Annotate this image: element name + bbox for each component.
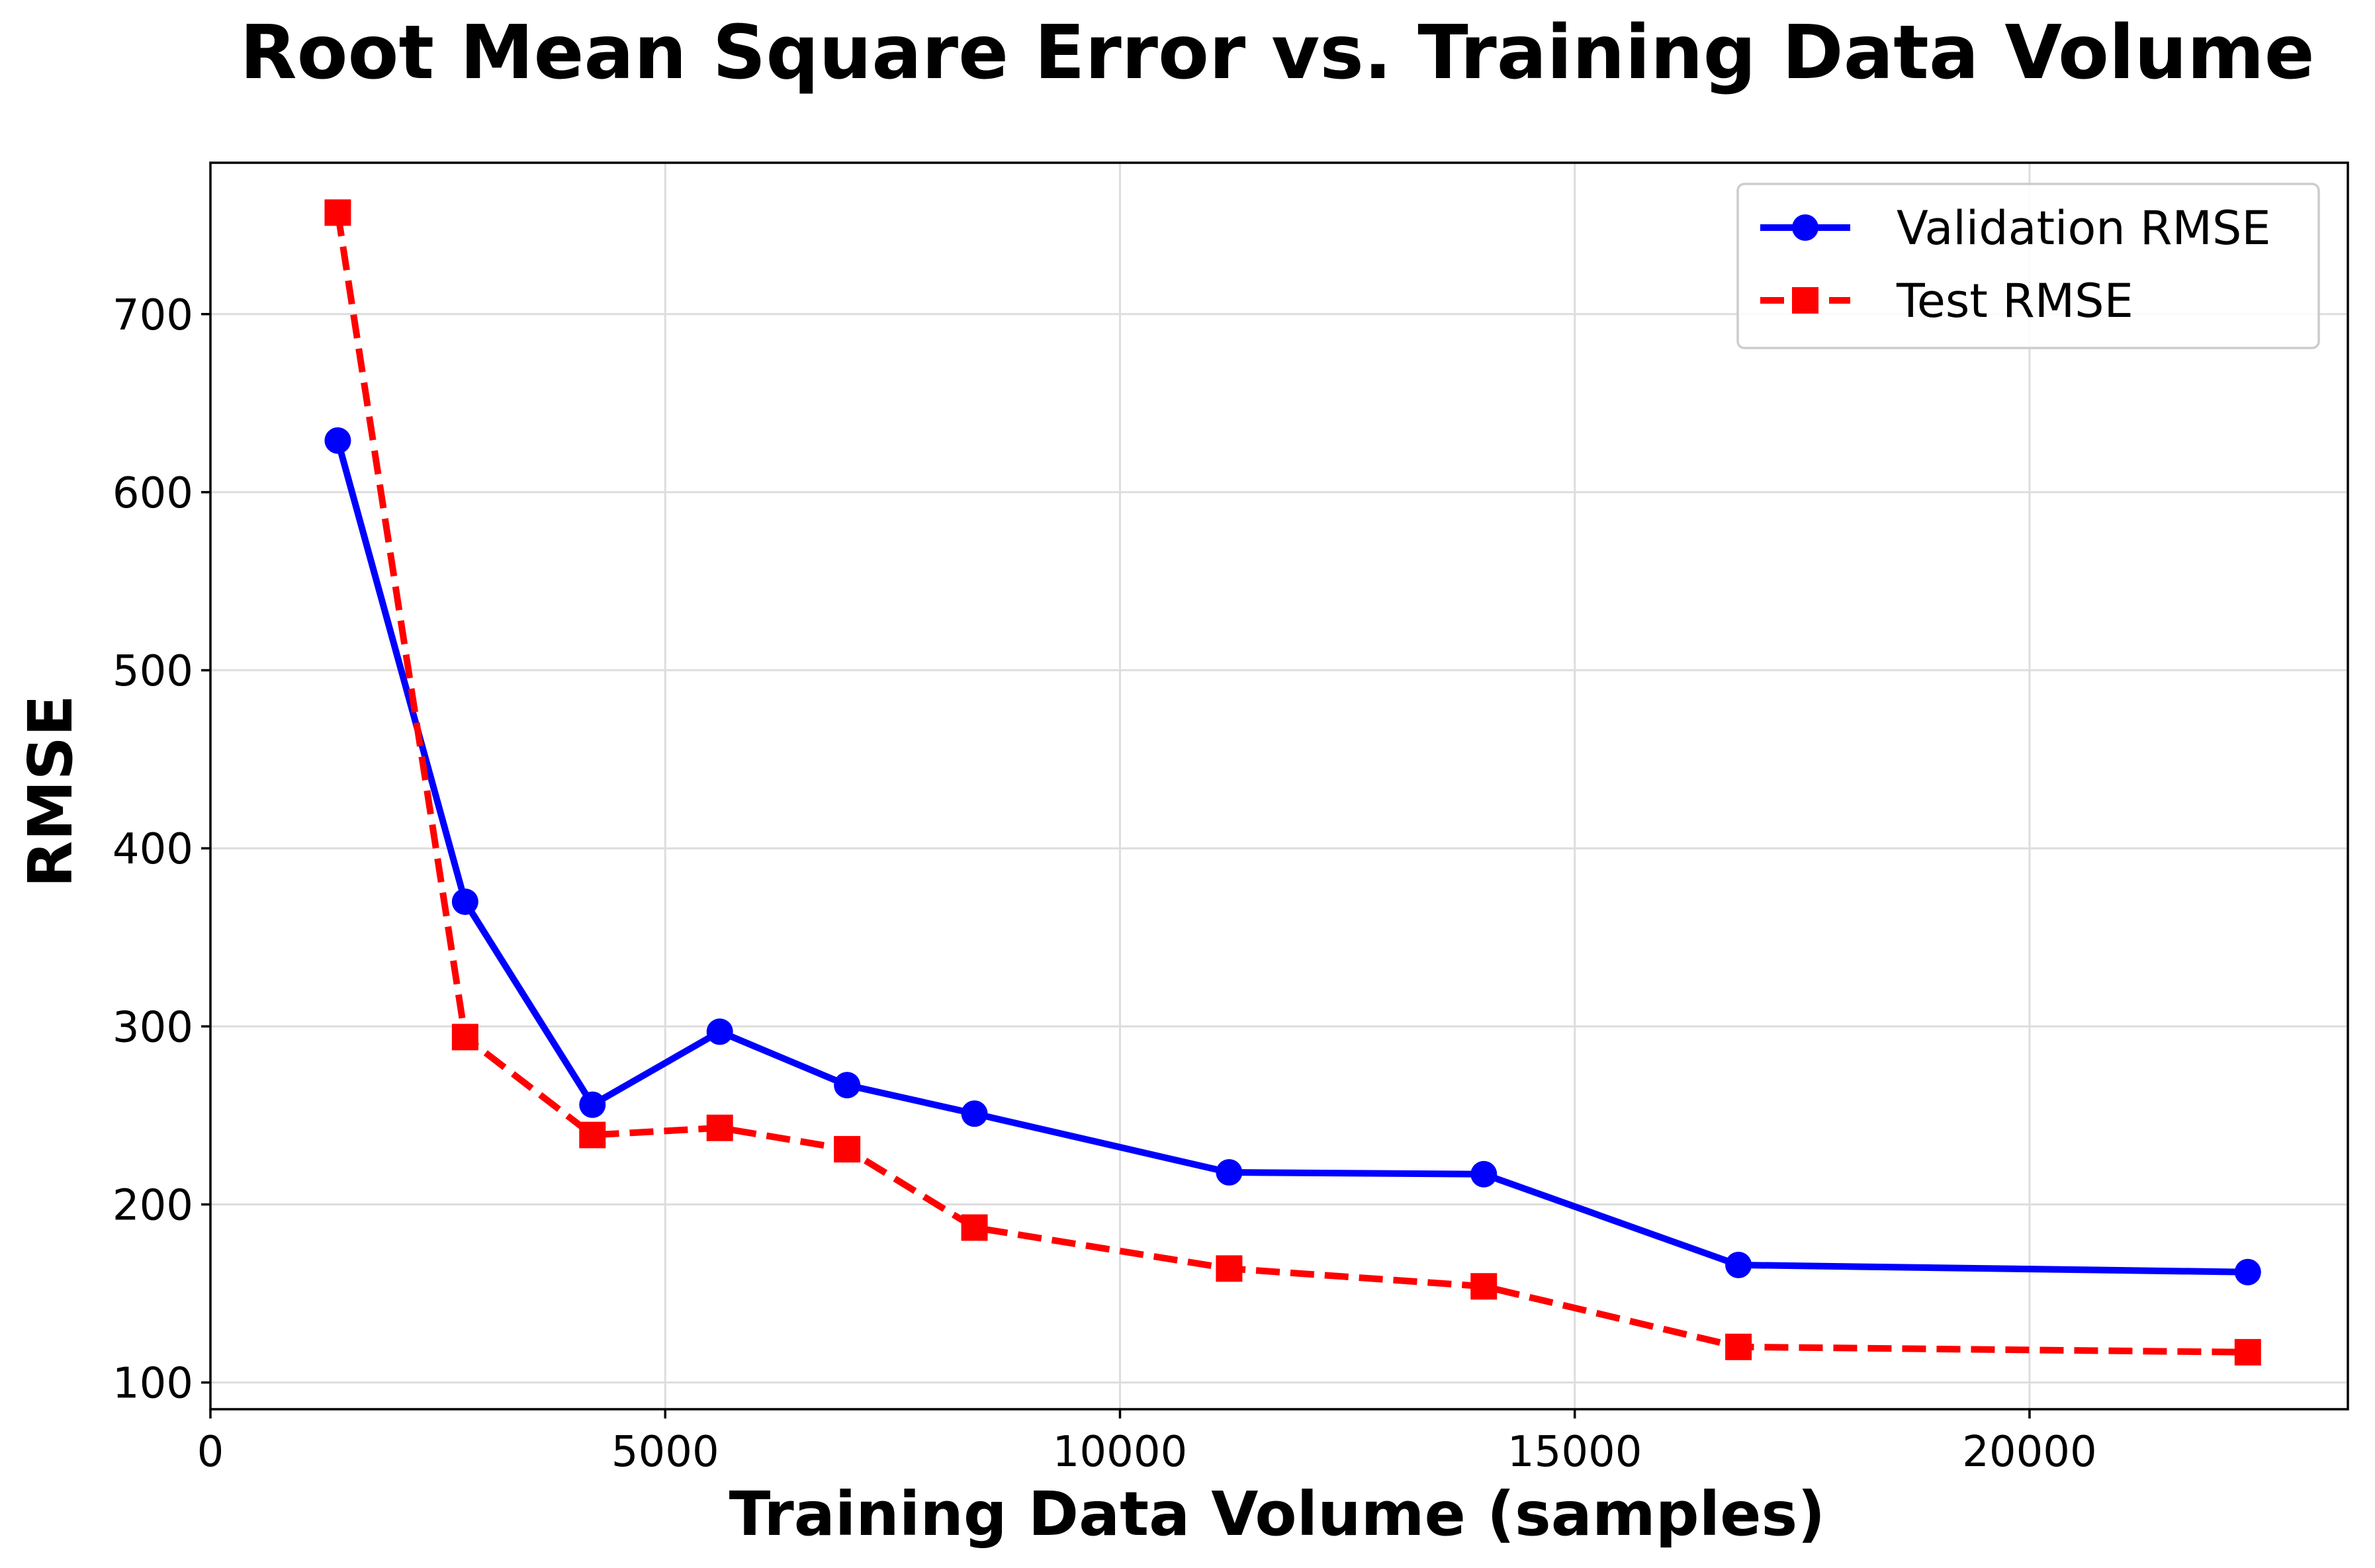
data-point — [1216, 1159, 1243, 1186]
data-point — [1725, 1251, 1752, 1278]
data-point — [324, 427, 351, 454]
series-line-test-rmse — [334, 212, 2248, 1356]
y-tick-label: 600 — [112, 469, 193, 518]
data-point — [324, 199, 351, 226]
data-point — [1470, 1273, 1498, 1300]
legend-label: Test RMSE — [1896, 274, 2133, 328]
axis-ticks: 0 5000 10000 15000 20000 100 200 300 400 500 600 70… — [112, 291, 2097, 1477]
y-tick-label: 100 — [112, 1360, 193, 1409]
series-validation-rmse — [324, 427, 2261, 1285]
data-point — [579, 1121, 606, 1149]
data-point — [706, 1114, 733, 1141]
legend: Validation RMSE Test RMSE — [1736, 183, 2320, 349]
x-tick-label: 10000 — [1053, 1428, 1188, 1477]
series-line-validation-rmse — [334, 439, 2248, 1276]
series-test-rmse — [324, 199, 2261, 1366]
x-axis-label: Training Data Volume (samples) — [729, 1479, 1826, 1549]
data-point — [961, 1100, 988, 1127]
data-point — [579, 1091, 606, 1118]
y-tick-label: 200 — [112, 1181, 193, 1230]
legend-marker — [1792, 287, 1818, 314]
x-tick-label: 15000 — [1507, 1428, 1642, 1477]
x-tick-label: 0 — [197, 1428, 224, 1477]
data-point — [1216, 1255, 1243, 1282]
data-point — [451, 1024, 478, 1051]
data-point — [834, 1136, 861, 1163]
data-point — [1725, 1333, 1752, 1360]
series-layer — [324, 199, 2261, 1366]
legend-marker — [1792, 214, 1818, 241]
data-point — [961, 1214, 988, 1241]
data-point — [2234, 1338, 2261, 1366]
plot-area-frame — [209, 161, 2349, 1411]
grid — [209, 163, 2348, 1409]
data-point — [706, 1018, 733, 1045]
y-axis-label: RMSE — [15, 695, 86, 888]
y-tick-label: 700 — [112, 291, 193, 340]
y-tick-label: 500 — [112, 647, 193, 696]
x-tick-label: 5000 — [611, 1428, 719, 1477]
data-point — [2234, 1258, 2261, 1285]
data-point — [834, 1072, 861, 1099]
y-tick-label: 400 — [112, 825, 193, 874]
legend-label: Validation RMSE — [1897, 201, 2271, 255]
data-point — [451, 888, 478, 915]
data-point — [1470, 1160, 1498, 1188]
y-tick-label: 300 — [112, 1003, 193, 1052]
x-tick-label: 20000 — [1962, 1428, 2097, 1477]
chart-title: Root Mean Square Error vs. Training Data… — [240, 10, 2314, 96]
legend-box — [1736, 183, 2320, 349]
